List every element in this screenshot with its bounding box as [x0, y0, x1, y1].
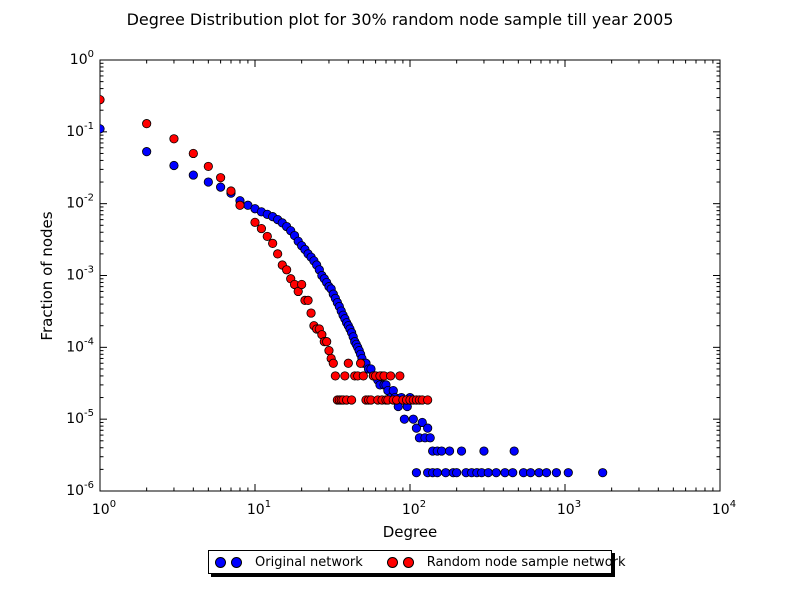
random-sample-point: [100, 95, 105, 105]
random-sample-point: [297, 279, 307, 290]
chart-title: Degree Distribution plot for 30% random …: [127, 10, 674, 29]
tick-label: 10-6: [66, 480, 94, 499]
y-tick-labels: 10-6 10-5 10-4 10-3 10-2 10-1 100: [66, 49, 94, 499]
original-point: [432, 468, 442, 478]
random-sample-point: [142, 119, 152, 129]
original-point: [551, 468, 561, 478]
random-sample-point: [358, 371, 368, 381]
original-point: [598, 468, 608, 478]
tick-label: 103: [557, 499, 581, 518]
random-sample-point: [226, 186, 236, 196]
tick-label: 102: [402, 499, 426, 518]
original-point: [203, 177, 213, 187]
legend-label-random-sample: Random node sample network: [426, 554, 626, 570]
random-sample-point: [203, 161, 213, 172]
tick-label: 10-4: [66, 336, 94, 355]
original-point: [399, 414, 409, 424]
legend-label-original: Original network: [255, 554, 363, 570]
random-sample-point: [330, 371, 340, 381]
original-point: [541, 468, 552, 478]
axis-ticks: [99, 59, 721, 492]
original-point: [483, 468, 493, 478]
legend-marker-random-sample: [402, 556, 414, 568]
random-sample-point: [347, 395, 357, 405]
random-sample-point: [169, 134, 179, 144]
original-point: [411, 423, 422, 433]
random-sample-point: [355, 358, 366, 368]
tick-label: 10-2: [66, 193, 94, 212]
original-point: [188, 170, 198, 180]
original-point: [169, 160, 179, 171]
random-sample-point: [322, 337, 332, 347]
original-point: [216, 182, 226, 192]
original-point: [509, 446, 519, 456]
original-point: [508, 468, 518, 478]
original-point: [500, 468, 510, 478]
original-point: [491, 468, 501, 478]
tick-label: 100: [70, 49, 94, 68]
original-point: [479, 446, 489, 456]
legend-marker-original: [215, 556, 226, 568]
random-sample-point: [328, 358, 338, 368]
original-point: [100, 124, 105, 134]
tick-label: 10-1: [66, 121, 94, 140]
original-point: [411, 468, 422, 478]
random-sample-point: [268, 238, 278, 248]
random-sample-point: [324, 346, 334, 356]
legend-marker-original: [231, 556, 242, 568]
original-point: [452, 468, 462, 478]
random-sample-point: [340, 371, 350, 381]
legend-item-random-sample: Random node sample network: [386, 554, 626, 570]
original-point: [444, 446, 455, 456]
random-sample-point: [235, 200, 245, 210]
x-tick-labels: 100 101 102 103 104: [92, 499, 736, 518]
legend-item-original: Original network: [215, 555, 363, 570]
random-sample-point: [250, 217, 260, 227]
x-axis-label: Degree: [383, 523, 438, 541]
series-random-sample: [100, 95, 433, 405]
original-point: [526, 468, 536, 478]
random-sample-point: [262, 231, 272, 242]
series-original: [100, 124, 608, 478]
chart-legend: Original network Random node sample netw…: [208, 550, 626, 574]
original-point: [142, 147, 152, 157]
data-points: [100, 95, 608, 478]
random-sample-point: [395, 371, 405, 381]
random-sample-point: [343, 358, 353, 368]
original-point: [408, 414, 418, 424]
original-point: [425, 433, 435, 443]
tick-label: 104: [712, 499, 736, 518]
original-point: [456, 446, 467, 456]
random-sample-point: [273, 249, 283, 259]
legend-marker-random-sample: [386, 556, 398, 568]
plot-area: [99, 59, 721, 492]
original-point: [423, 423, 433, 433]
random-sample-point: [386, 371, 396, 381]
tick-label: 10-3: [66, 265, 94, 284]
random-sample-point: [423, 395, 433, 405]
tick-label: 10-5: [66, 408, 94, 427]
original-point: [437, 446, 447, 456]
original-point: [563, 468, 573, 478]
tick-label: 101: [247, 499, 271, 518]
y-axis-label: Fraction of nodes: [38, 211, 56, 340]
random-sample-point: [303, 295, 313, 306]
random-sample-point: [282, 265, 292, 275]
random-sample-point: [306, 308, 316, 318]
tick-label: 100: [92, 499, 116, 518]
original-point: [417, 417, 427, 428]
random-sample-point: [256, 223, 267, 234]
random-sample-point: [216, 173, 226, 183]
random-sample-point: [188, 148, 198, 159]
